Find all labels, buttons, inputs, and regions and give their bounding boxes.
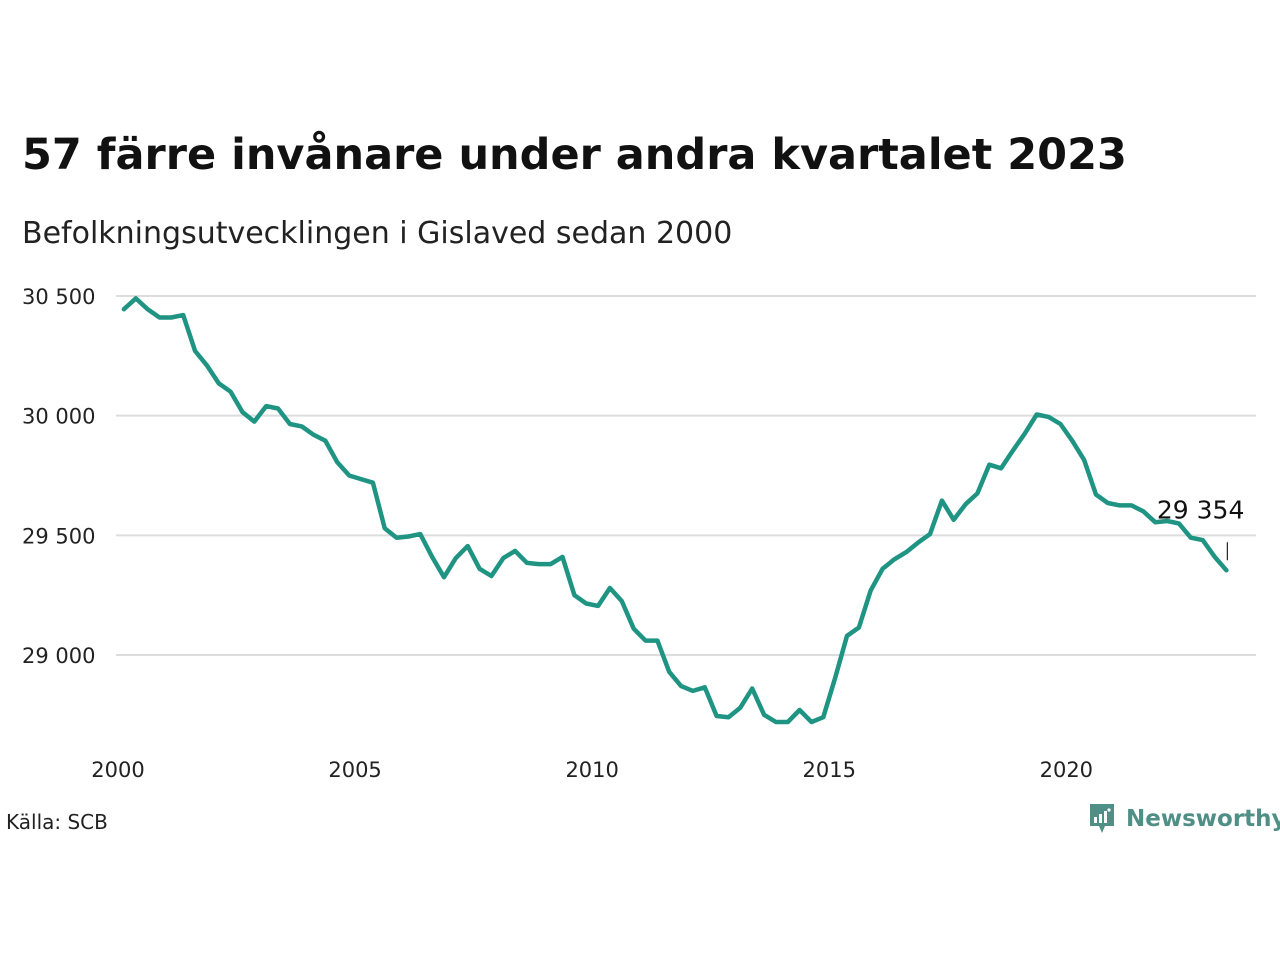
y-tick-label: 30 500 — [22, 285, 95, 309]
annotation-label: 29 354 — [1157, 495, 1244, 524]
x-tick-label: 2015 — [803, 758, 856, 782]
y-tick-label: 30 000 — [22, 405, 95, 429]
source-note: Källa: SCB — [6, 810, 108, 834]
newsworthy-logo-icon — [1090, 804, 1114, 833]
series-layer — [121, 296, 1229, 725]
x-tick-label: 2010 — [565, 758, 618, 782]
chart-subtitle: Befolkningsutvecklingen i Gislaved sedan… — [22, 216, 733, 251]
y-tick-label: 29 000 — [22, 644, 95, 668]
x-tick-label: 2020 — [1040, 758, 1093, 782]
y-tick-label: 29 500 — [22, 524, 95, 548]
brand-logo[interactable]: Newsworthy — [1088, 802, 1280, 836]
brand-name: Newsworthy — [1126, 806, 1280, 832]
y-axis-labels: 29 000 29 500 30 000 30 500 — [22, 285, 95, 668]
gridlines — [116, 295, 1256, 656]
x-tick-label: 2005 — [328, 758, 381, 782]
x-axis-labels: 2000 2005 2010 2015 2020 — [91, 758, 1093, 782]
x-tick-label: 2000 — [91, 758, 144, 782]
chart-title: 57 färre invånare under andra kvartalet … — [22, 130, 1127, 180]
series-line — [121, 296, 1229, 725]
annotation-layer: 29 354 — [1157, 495, 1244, 561]
